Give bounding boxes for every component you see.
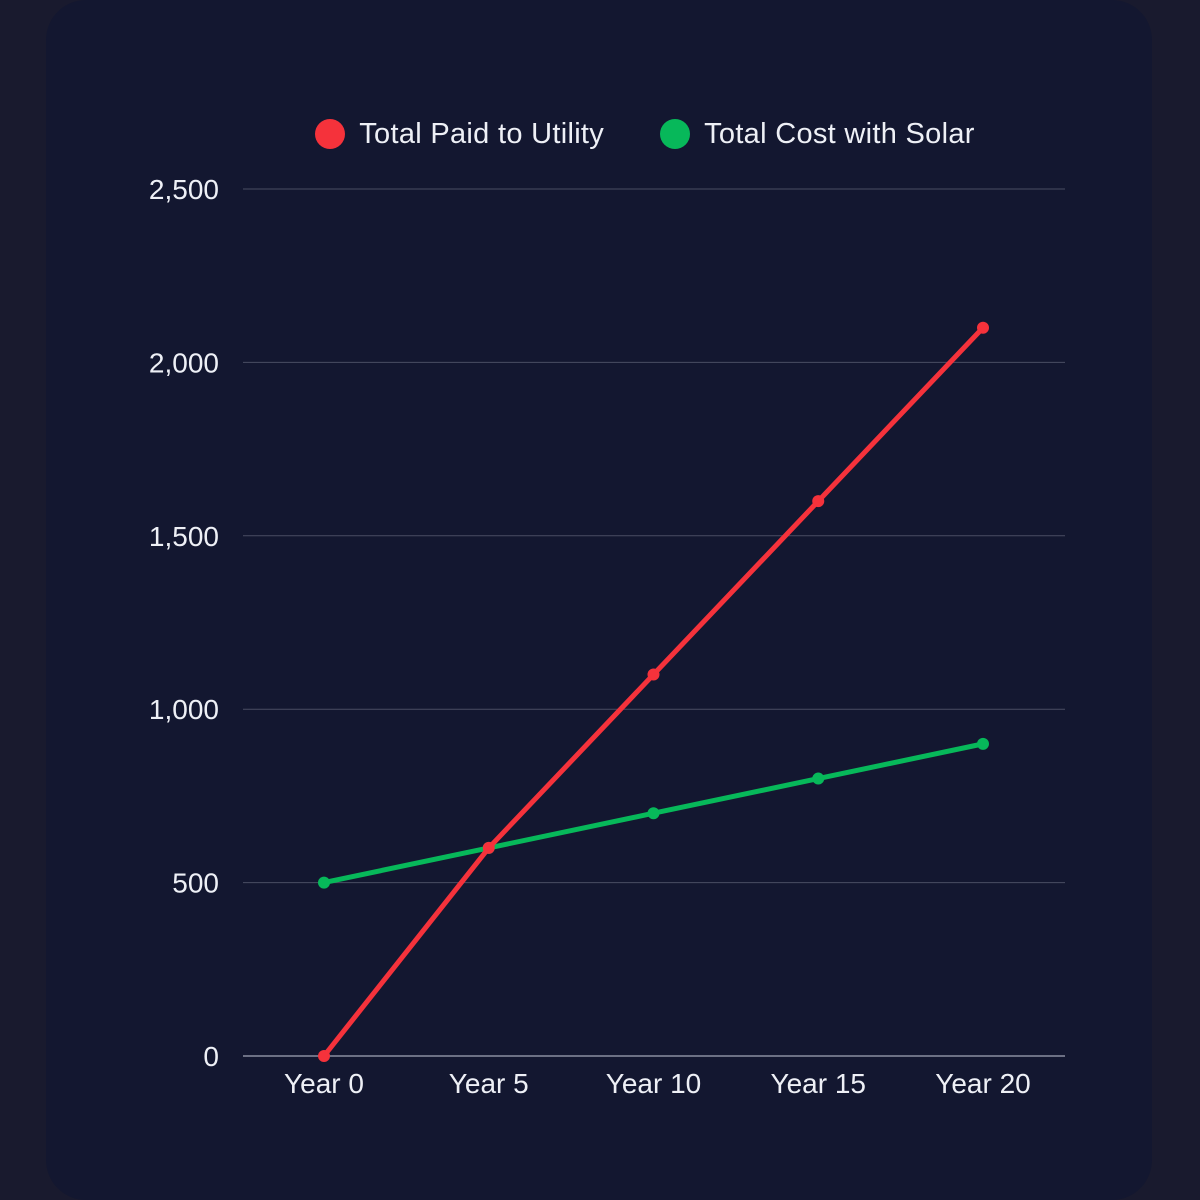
legend-item-utility[interactable]: Total Paid to Utility: [315, 118, 604, 151]
x-tick-label: Year 20: [935, 1068, 1031, 1099]
data-point-solar[interactable]: [977, 737, 989, 750]
x-tick-label: Year 15: [771, 1068, 867, 1099]
data-point-utility[interactable]: [977, 321, 989, 334]
series-utility: [318, 321, 989, 1062]
x-axis-tick-labels: Year 0 Year 5 Year 10 Year 15 Year 20: [284, 1068, 1031, 1099]
y-tick-label: 2,000: [149, 347, 219, 378]
data-point-utility[interactable]: [482, 841, 495, 854]
y-tick-label: 500: [172, 868, 219, 899]
data-point-utility[interactable]: [647, 668, 660, 681]
chart-card: [46, 0, 1152, 1200]
legend-marker-solar: [660, 119, 691, 149]
x-tick-label: Year 0: [284, 1068, 364, 1099]
grid-layer: [243, 188, 1065, 1057]
legend-label-solar: Total Cost with Solar: [704, 117, 975, 150]
x-tick-label: Year 5: [449, 1068, 529, 1099]
series-line-utility: [321, 325, 986, 1059]
data-point-solar[interactable]: [647, 807, 660, 820]
x-tick-label: Year 10: [606, 1068, 702, 1099]
legend-marker-utility: [315, 119, 346, 149]
legend-item-solar[interactable]: Total Cost with Solar: [660, 118, 975, 151]
data-point-solar[interactable]: [812, 772, 825, 785]
data-point-utility[interactable]: [812, 495, 825, 508]
y-tick-label: 0: [203, 1041, 219, 1072]
series-solar: [318, 737, 989, 889]
y-tick-label: 1,000: [149, 694, 219, 725]
data-point-utility[interactable]: [318, 1050, 330, 1062]
chart-legend: Total Paid to Utility Total Cost with So…: [0, 112, 1200, 156]
series-layer: [318, 321, 989, 1062]
data-point-solar[interactable]: [318, 876, 330, 889]
y-axis-tick-labels: 0 500 1,000 1,500 2,000 2,500: [149, 174, 219, 1072]
legend-label-utility: Total Paid to Utility: [359, 117, 605, 150]
y-tick-label: 1,500: [149, 521, 219, 552]
y-tick-label: 2,500: [149, 174, 219, 205]
